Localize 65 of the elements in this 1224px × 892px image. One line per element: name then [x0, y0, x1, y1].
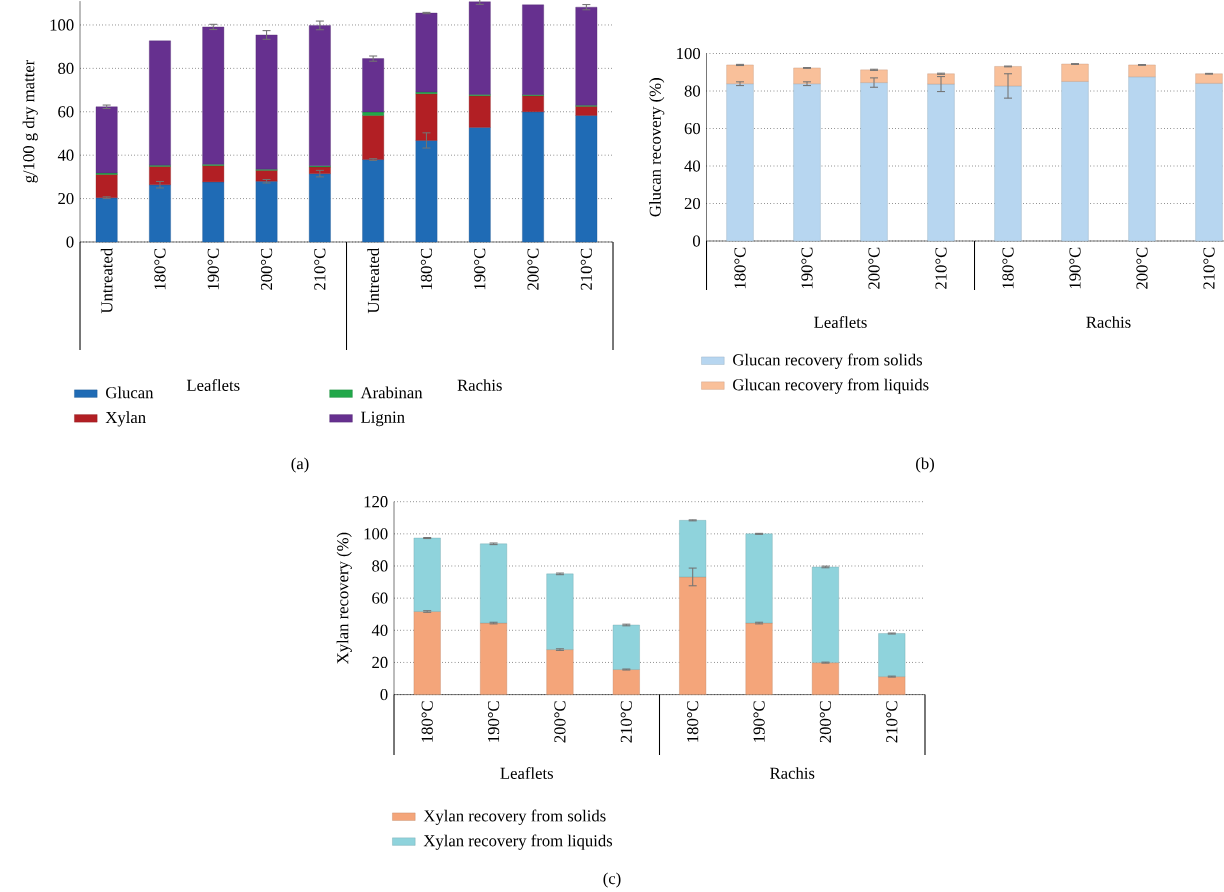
- legend-label: Glucan recovery from liquids: [733, 378, 929, 394]
- y-axis-title: Xylan recovery (%): [336, 532, 352, 664]
- y-tick-label: 40: [57, 149, 74, 161]
- legend-label: Glucan recovery from solids: [733, 353, 923, 369]
- x-tick-label: 200°C: [527, 248, 539, 290]
- y-tick-label: 80: [372, 560, 388, 572]
- y-tick-label: 80: [58, 62, 74, 74]
- text: (a): [291, 457, 309, 473]
- x-tick-label: 180°C: [687, 701, 699, 742]
- y-tick-label: 100: [50, 19, 74, 31]
- text: (c): [603, 872, 621, 888]
- x-tick-label: 210°C: [886, 701, 898, 743]
- text: (b): [916, 457, 934, 473]
- y-tick-label: 80: [684, 85, 701, 97]
- x-tick-label: 200°C: [868, 247, 880, 289]
- x-tick-label: 190°C: [207, 248, 219, 290]
- text: Leaflets: [814, 316, 867, 328]
- y-tick-label: 120: [364, 496, 388, 508]
- x-tick-label: 190°C: [474, 248, 486, 290]
- y-tick-label: 100: [364, 528, 388, 540]
- y-tick-label: 0: [380, 688, 388, 701]
- text: Rachis: [770, 767, 815, 779]
- y-tick-label: 40: [684, 160, 701, 172]
- y-axis-title: Glucan recovery (%): [649, 78, 665, 217]
- legend-label: Arabinan: [360, 386, 423, 399]
- x-tick-label: 180°C: [421, 701, 433, 742]
- y-tick-label: 20: [684, 197, 701, 210]
- y-tick-label: 60: [684, 122, 701, 135]
- x-tick-label: 200°C: [554, 701, 566, 743]
- text: Rachis: [1086, 316, 1131, 328]
- x-tick-label: 190°C: [487, 701, 500, 742]
- y-tick-label: 0: [692, 235, 701, 247]
- x-tick-label: 200°C: [260, 248, 273, 290]
- x-tick-label: 200°C: [819, 701, 832, 743]
- x-tick-label: 180°C: [1002, 247, 1014, 289]
- x-tick-label: 180°C: [420, 248, 433, 290]
- text: Leaflets: [186, 379, 240, 391]
- x-tick-label: 210°C: [620, 701, 632, 743]
- legend-label: Lignin: [361, 411, 405, 427]
- x-tick-label: 210°C: [314, 248, 326, 290]
- y-tick-label: 60: [372, 592, 388, 604]
- x-tick-label: Untreated: [100, 248, 113, 314]
- x-tick-label: 210°C: [580, 248, 592, 290]
- x-tick-label: 200°C: [1136, 247, 1148, 289]
- text: Rachis: [457, 379, 502, 391]
- y-tick-label: 20: [372, 656, 388, 669]
- x-tick-label: 210°C: [1203, 247, 1215, 289]
- x-tick-label: 190°C: [1069, 247, 1081, 289]
- legend-label: Glucan: [106, 386, 154, 399]
- x-tick-label: 190°C: [753, 701, 765, 742]
- x-tick-label: 210°C: [935, 247, 947, 289]
- y-tick-label: 100: [677, 47, 701, 60]
- y-axis-title: g/100 g dry matter: [22, 59, 38, 183]
- legend-label: Xylan recovery from solids: [423, 809, 606, 825]
- y-tick-label: 0: [66, 236, 74, 248]
- x-tick-label: 190°C: [801, 247, 813, 289]
- x-tick-label: Untreated: [367, 248, 380, 314]
- y-tick-label: 40: [371, 624, 388, 636]
- text: Leaflets: [500, 767, 553, 779]
- x-tick-label: 180°C: [734, 247, 746, 289]
- legend-label: Xylan recovery from liquids: [423, 834, 613, 850]
- y-tick-label: 20: [58, 192, 74, 205]
- x-tick-label: 180°C: [154, 248, 166, 290]
- legend-label: Xylan: [105, 411, 146, 427]
- y-tick-label: 60: [58, 106, 74, 118]
